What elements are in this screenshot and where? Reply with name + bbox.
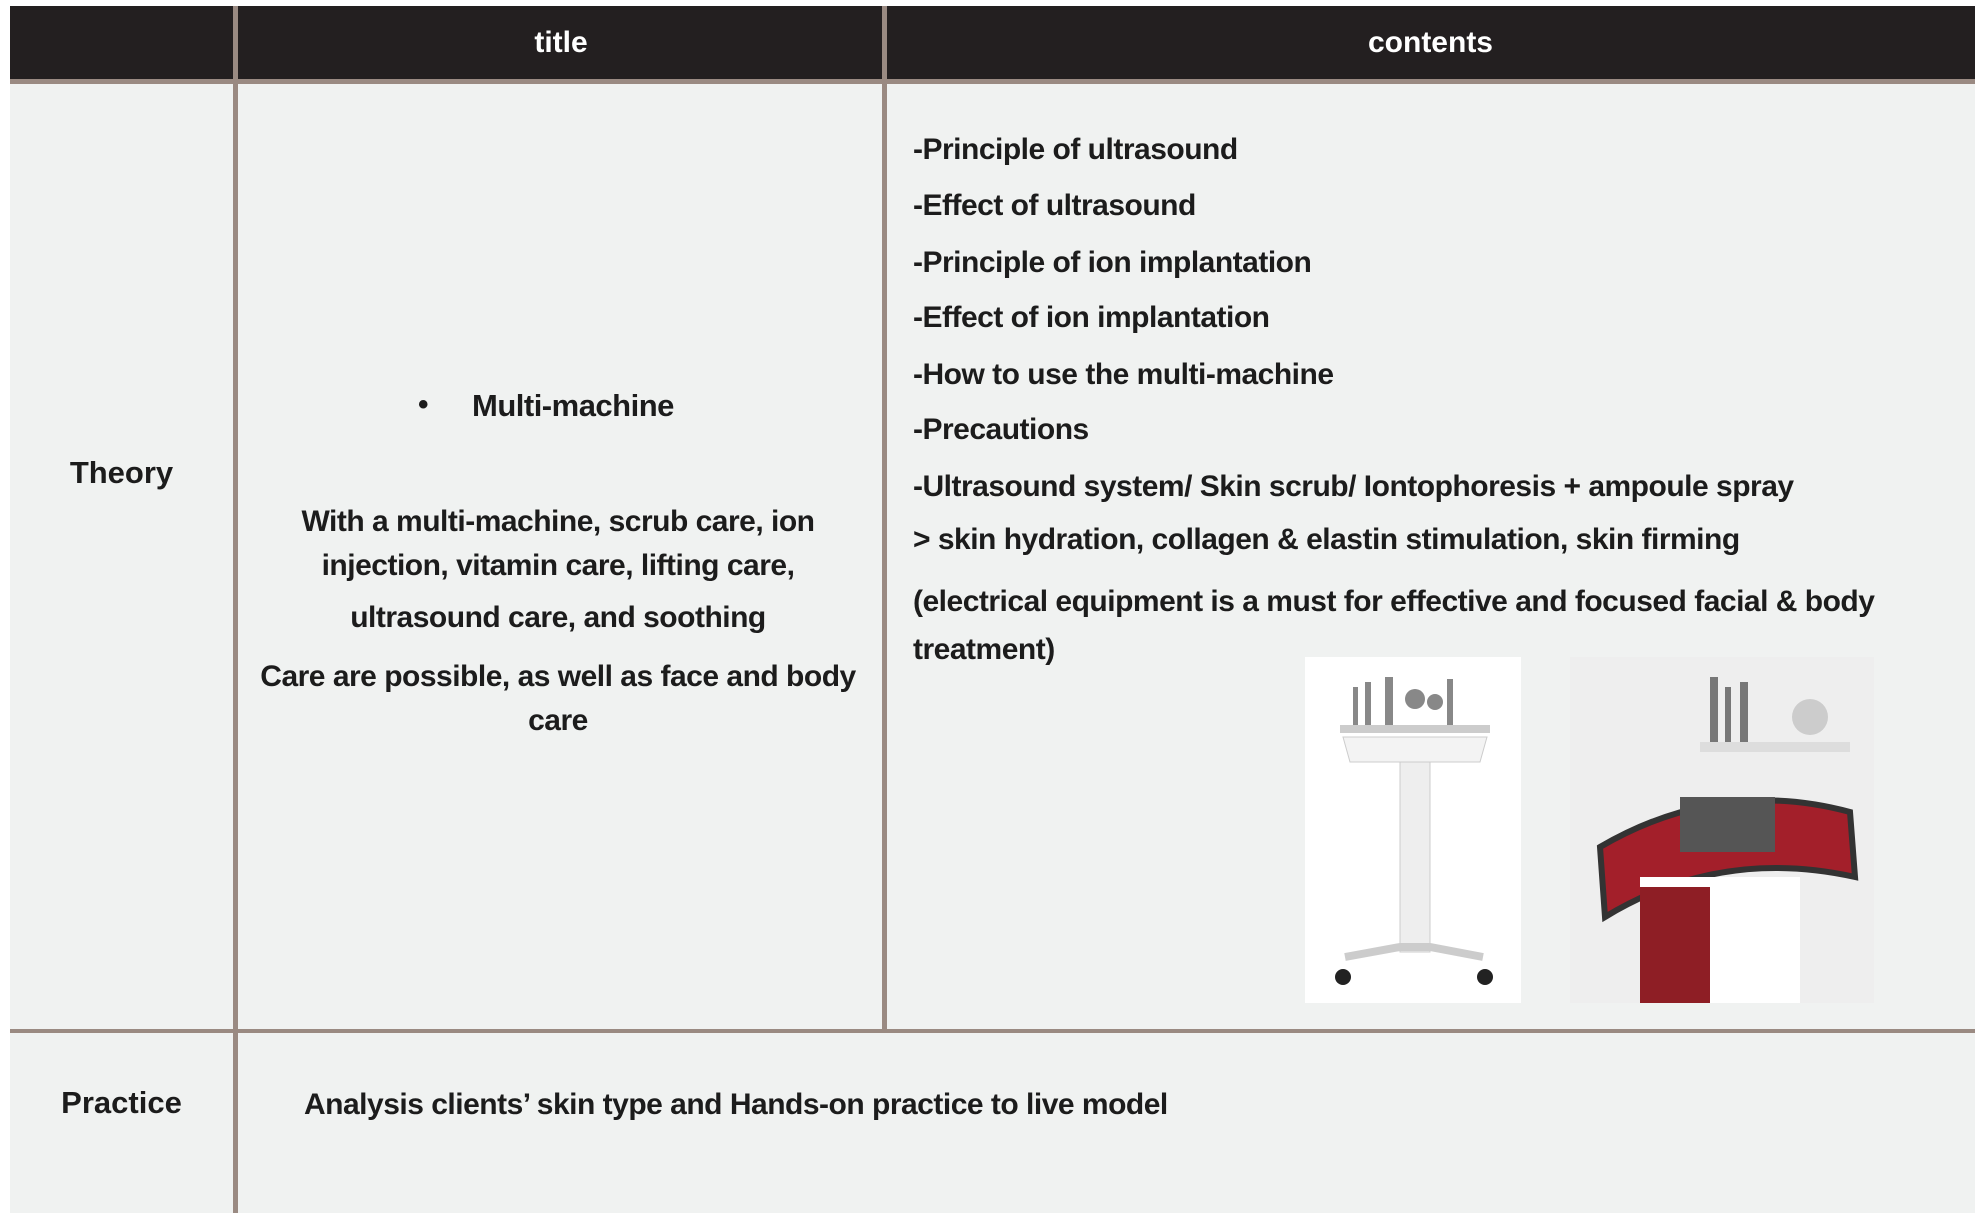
header-cell: title [238,6,884,79]
divider [10,79,1975,84]
row-label: Theory [69,455,174,490]
divider [882,6,887,1032]
practice-content: Analysis clients’ skin type and Hands-on… [304,1088,1168,1121]
divider [233,6,238,1213]
table-bg [10,6,1975,1213]
machine-image [1570,657,1874,1003]
contents-item: -Principle of ultrasound [913,133,1238,166]
contents-item: -Ultrasound system/ Skin scrub/ Iontopho… [913,470,1794,503]
description: Care are possible, as well as face and b… [260,660,856,737]
description: With a multi-machine, scrub care, ion in… [301,505,815,582]
divider [10,1029,1975,1033]
machine-image [1305,657,1521,1003]
contents-item: -How to use the multi-machine [913,358,1334,391]
header-cell: contents [886,6,1975,79]
row-title: Multi-machine [472,388,674,423]
contents-item: -Effect of ion implantation [913,301,1270,334]
contents-item: -Principle of ion implantation [913,246,1312,279]
description: ultrasound care, and soothing [350,601,766,634]
contents-item: -Precautions [913,413,1089,446]
row-label: Practice [61,1085,182,1120]
contents-item: (electrical equipment is a must for effe… [913,585,1875,666]
bullet: • [418,388,429,421]
contents-item: -Effect of ultrasound [913,189,1196,222]
contents-item: > skin hydration, collagen & elastin sti… [913,523,1740,556]
